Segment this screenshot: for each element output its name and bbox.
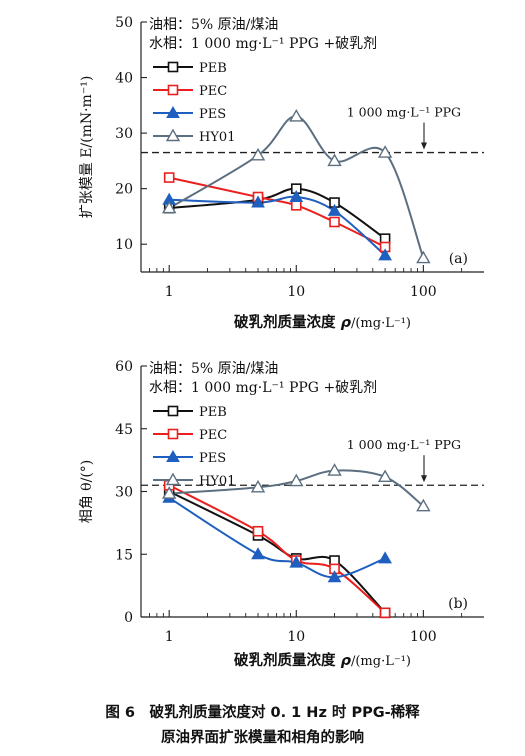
- data-point-pec: [329, 216, 340, 228]
- x-axis-label: 破乳剂质量浓度 ρ/(mg·L⁻¹): [234, 313, 411, 331]
- series-line-peb: [168, 490, 386, 614]
- reference-arrow-head: [421, 475, 427, 483]
- y-tick-label: 30: [115, 126, 133, 142]
- series-line-pes: [168, 496, 386, 579]
- data-point-hy01: [250, 147, 266, 161]
- data-point-hy01: [161, 486, 177, 499]
- panel-label: (a): [449, 251, 468, 267]
- caption-line-2: 原油界面扩张模量和相角的影响: [161, 730, 364, 746]
- legend-label-peb: PEB: [199, 61, 227, 76]
- legend-label-pec: PEC: [199, 84, 227, 99]
- x-axis-label: 破乳剂质量浓度 ρ/(mg·L⁻¹): [234, 651, 411, 669]
- data-point-pes: [327, 203, 342, 216]
- legend-water-phase: 水相：1 000 mg·L⁻¹ PPG +破乳剂: [149, 36, 377, 52]
- legend-oil-phase: 油相：5% 原油/煤油: [149, 17, 278, 33]
- data-point-pes: [289, 189, 304, 202]
- x-axis-label-main: 破乳剂质量浓度: [234, 651, 341, 669]
- legend-label-peb: PEB: [199, 405, 227, 420]
- data-point-hy01: [327, 463, 342, 476]
- reference-label: 1 000 mg·L⁻¹ PPG: [347, 105, 461, 120]
- legend-marker-hy01: [165, 472, 181, 486]
- y-tick-label: 50: [115, 15, 133, 31]
- legend-marker-pec: [167, 84, 179, 96]
- x-axis-label-unit: /(mg·L⁻¹): [351, 654, 411, 669]
- data-point-hy01: [377, 469, 393, 483]
- data-point-hy01: [416, 250, 431, 264]
- x-tick-label: 100: [410, 629, 437, 645]
- y-axis-label: 扩张模量 E/(mN·m⁻¹): [79, 76, 95, 219]
- data-point-pes: [378, 248, 392, 261]
- legend-marker-pec: [167, 428, 179, 440]
- y-axis-label: 相角 θ/(°): [79, 460, 95, 524]
- data-point-pes: [289, 555, 304, 568]
- x-tick-label: 1: [165, 629, 174, 645]
- legend-marker-peb: [167, 61, 179, 73]
- data-point-pes: [251, 195, 265, 208]
- data-point-hy01: [289, 109, 304, 122]
- caption-line-1: 图 6 破乳剂质量浓度对 0. 1 Hz 时 PPG-稀释: [105, 705, 420, 721]
- legend-marker-hy01: [165, 128, 181, 142]
- reference-label: 1 000 mg·L⁻¹ PPG: [347, 437, 461, 452]
- legend-marker-pes: [166, 105, 180, 118]
- y-tick-label: 30: [115, 485, 133, 501]
- x-axis-label-symbol: ρ: [341, 653, 352, 669]
- y-tick-label: 0: [124, 610, 133, 626]
- chart-panel-b: 0 15 30 45 60 1 10 100 1 000 mg·L⁻¹ PPG 油相：5% 原油/…: [79, 359, 484, 669]
- panel-label: (b): [448, 596, 468, 612]
- data-point-pec: [163, 172, 175, 183]
- legend-label-pes: PES: [199, 451, 226, 466]
- x-tick-label: 10: [287, 629, 305, 645]
- data-point-hy01: [289, 473, 304, 487]
- series-line-pec: [168, 484, 386, 614]
- series-line-hy01: [168, 115, 425, 259]
- data-point-hy01: [377, 145, 393, 158]
- data-point-pes: [251, 547, 265, 560]
- x-tick-label: 1: [165, 284, 174, 300]
- data-point-hy01: [250, 479, 266, 493]
- legend-marker-pes: [166, 449, 180, 462]
- data-point-pes: [327, 570, 342, 583]
- reference-arrow-head: [421, 142, 427, 150]
- data-point-hy01: [416, 498, 431, 512]
- y-tick-label: 10: [115, 237, 133, 253]
- y-tick-label: 40: [115, 71, 133, 87]
- legend-oil-phase: 油相：5% 原油/煤油: [149, 361, 278, 377]
- y-tick-label: 20: [115, 182, 133, 198]
- x-tick-label: 10: [287, 284, 305, 300]
- legend-label-hy01: HY01: [199, 474, 235, 489]
- data-point-hy01: [161, 200, 177, 214]
- x-axis-label-symbol: ρ: [341, 315, 352, 331]
- data-point-hy01: [327, 153, 342, 167]
- legend-label-pes: PES: [199, 107, 226, 122]
- series-line-pec: [168, 176, 386, 248]
- y-tick-label: 15: [115, 547, 133, 563]
- x-axis-label-unit: /(mg·L⁻¹): [351, 316, 411, 331]
- legend-label-pec: PEC: [199, 428, 227, 443]
- x-tick-label: 100: [410, 284, 437, 300]
- chart-panel-a: 10 20 30 40 50 1 10 100 1 000 mg·L⁻¹ PPG 油相：5% 原油…: [79, 15, 484, 331]
- legend-label-hy01: HY01: [199, 130, 235, 145]
- data-point-pec: [379, 607, 391, 619]
- legend-marker-peb: [167, 405, 179, 417]
- y-tick-label: 60: [115, 359, 133, 375]
- legend-water-phase: 水相：1 000 mg·L⁻¹ PPG +破乳剂: [149, 380, 377, 396]
- y-tick-label: 45: [115, 422, 133, 438]
- data-point-pec: [252, 525, 264, 537]
- data-point-pec: [290, 200, 302, 211]
- data-point-pes: [378, 551, 392, 564]
- x-axis-label-main: 破乳剂质量浓度: [234, 313, 341, 331]
